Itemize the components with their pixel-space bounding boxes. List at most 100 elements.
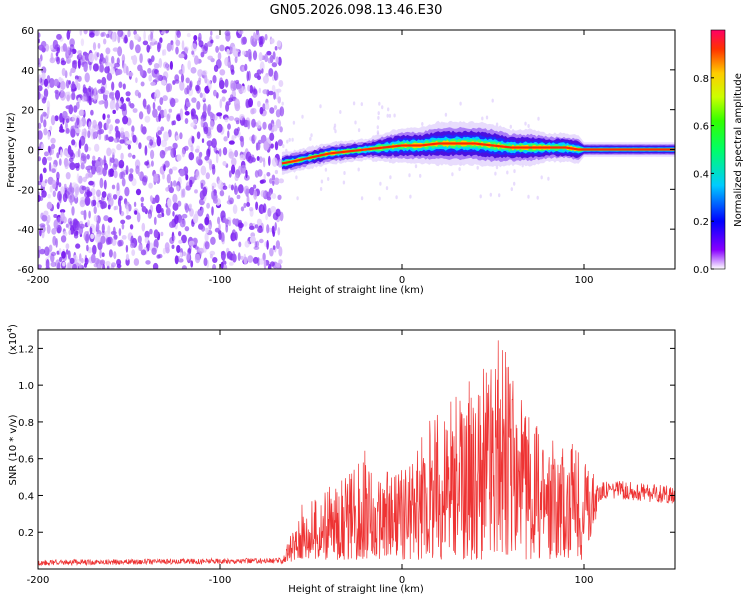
- noise-speckle: [56, 171, 60, 180]
- noise-speckle: [65, 127, 70, 134]
- noise-speckle: [101, 252, 105, 257]
- noise-speckle: [66, 262, 72, 269]
- noise-speckle: [38, 74, 41, 84]
- faint-speckle: [491, 98, 494, 103]
- noise-speckle: [278, 178, 284, 184]
- noise-speckle: [188, 203, 193, 209]
- spectrogram-y-label: Frequency (Hz): [6, 112, 17, 188]
- noise-speckle: [167, 198, 172, 208]
- noise-speckle: [90, 253, 96, 264]
- noise-speckle: [258, 52, 263, 62]
- noise-speckle: [162, 173, 165, 180]
- faint-speckle: [540, 175, 543, 180]
- noise-speckle: [153, 229, 159, 239]
- noise-speckle: [252, 256, 259, 264]
- noise-speckle: [234, 185, 238, 195]
- noise-speckle: [153, 63, 160, 69]
- y-tick-label: 20: [21, 106, 34, 117]
- noise-speckle: [224, 78, 229, 88]
- faint-speckle: [334, 129, 337, 134]
- noise-speckle: [227, 130, 230, 139]
- colorbar-tick-label: 0.4: [693, 169, 709, 180]
- noise-speckle: [235, 79, 240, 85]
- noise-speckle: [168, 108, 173, 113]
- noise-speckle: [255, 31, 260, 41]
- noise-speckle: [81, 185, 87, 191]
- noise-speckle: [97, 129, 103, 135]
- noise-speckle: [144, 161, 150, 166]
- noise-speckle: [116, 182, 120, 191]
- faint-speckle: [385, 186, 389, 191]
- noise-speckle: [152, 108, 158, 118]
- noise-speckle: [204, 74, 208, 84]
- noise-speckle: [92, 63, 99, 72]
- noise-speckle: [78, 263, 82, 269]
- noise-speckle: [62, 261, 66, 267]
- noise-speckle: [60, 235, 67, 243]
- noise-speckle: [208, 111, 213, 117]
- faint-speckle: [324, 167, 328, 172]
- noise-speckle: [138, 111, 144, 120]
- noise-speckle: [171, 42, 174, 51]
- noise-speckle: [205, 172, 210, 180]
- noise-speckle: [207, 104, 212, 112]
- noise-speckle: [105, 120, 110, 130]
- noise-speckle: [180, 73, 185, 83]
- noise-speckle: [169, 221, 175, 229]
- noise-speckle: [44, 151, 49, 157]
- noise-speckle: [59, 112, 64, 123]
- noise-speckle: [229, 261, 234, 266]
- noise-speckle: [78, 109, 85, 117]
- noise-speckle: [257, 141, 261, 151]
- noise-speckle: [149, 139, 154, 146]
- noise-speckle: [53, 219, 59, 230]
- noise-speckle: [244, 240, 250, 248]
- noise-speckle: [185, 174, 189, 181]
- noise-speckle: [215, 45, 220, 53]
- faint-speckle: [376, 130, 380, 135]
- noise-speckle: [46, 156, 53, 161]
- noise-speckle: [200, 51, 205, 58]
- noise-speckle: [263, 140, 270, 151]
- noise-speckle: [101, 223, 105, 234]
- noise-speckle: [232, 253, 237, 263]
- noise-speckle: [264, 102, 270, 110]
- faint-speckle: [409, 194, 412, 199]
- noise-speckle: [114, 125, 119, 133]
- noise-speckle: [257, 100, 261, 108]
- noise-speckle: [175, 185, 180, 192]
- noise-speckle: [219, 44, 225, 52]
- noise-speckle: [165, 187, 170, 192]
- noise-speckle: [60, 149, 63, 158]
- noise-speckle: [53, 78, 60, 87]
- noise-speckle: [156, 136, 162, 147]
- noise-speckle: [166, 42, 172, 52]
- noise-speckle: [79, 30, 83, 36]
- noise-speckle: [80, 162, 85, 170]
- noise-speckle: [204, 155, 210, 161]
- noise-speckle: [58, 76, 62, 83]
- noise-speckle: [186, 32, 191, 38]
- noise-speckle: [194, 189, 198, 194]
- noise-speckle: [194, 148, 200, 153]
- noise-speckle: [69, 71, 72, 77]
- noise-speckle: [190, 260, 194, 268]
- faint-speckle: [352, 101, 356, 106]
- noise-speckle: [111, 238, 117, 246]
- noise-speckle: [144, 115, 151, 123]
- noise-speckle: [219, 79, 225, 90]
- noise-speckle: [113, 251, 117, 260]
- noise-speckle: [212, 257, 218, 263]
- noise-speckle: [140, 81, 145, 87]
- snr-series-line: [38, 340, 675, 567]
- noise-speckle: [84, 52, 90, 61]
- noise-speckle: [148, 74, 152, 82]
- noise-speckle: [99, 158, 103, 167]
- faint-speckle: [291, 137, 294, 142]
- noise-speckle: [75, 101, 80, 110]
- noise-speckle: [62, 231, 68, 237]
- faint-speckle: [513, 181, 516, 186]
- y-tick-label: 40: [21, 66, 34, 77]
- noise-speckle: [131, 55, 134, 61]
- noise-speckle: [184, 118, 189, 124]
